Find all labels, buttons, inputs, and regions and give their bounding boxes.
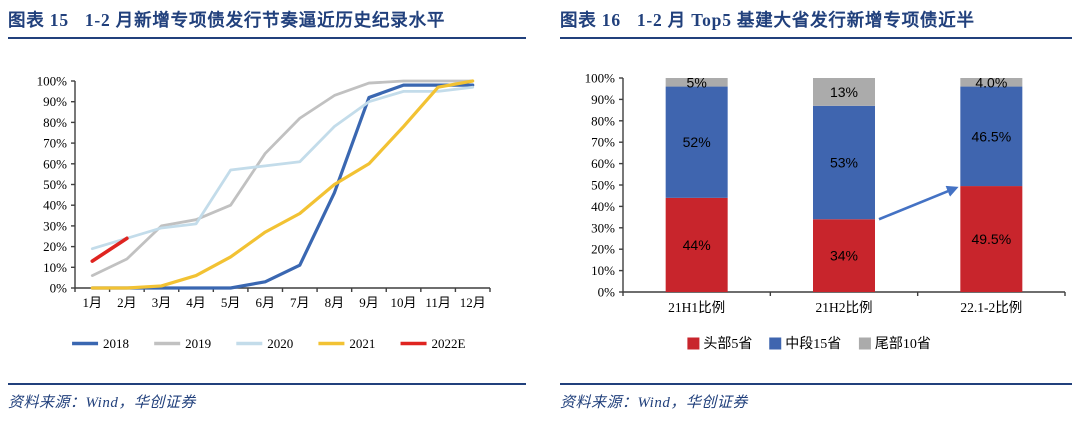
legend-item-2020: 2020 [236,336,293,351]
figure-15-title-text: 1-2 月新增专项债发行节奏逼近历史纪录水平 [84,10,446,30]
bar-value-label: 4.0% [975,74,1007,90]
x-tick-label: 3月 [152,295,172,310]
legend-item-2022E: 2022E [400,336,466,351]
bar-value-label: 44% [683,237,711,253]
line-series-2022E [90,236,129,263]
legend-label-尾部10省: 尾部10省 [875,336,931,352]
figure-16-source-note: 资料来源：Wind，华创证券 [560,395,748,411]
bar-value-label: 49.5% [971,231,1011,247]
figure-15-title-rule [8,37,526,39]
y-tick-label: 50% [43,177,67,192]
legend-item-头部5省: 头部5省 [687,336,752,352]
axes [74,81,490,289]
legend-item-中段15省: 中段15省 [769,336,841,352]
x-tick-label: 21H1比例 [668,300,725,315]
line-series-2020 [90,85,475,251]
figure-15-panel: 图表 15 1-2 月新增专项债发行节奏逼近历史纪录水平 0% 10% 20% 30% 4… [8,7,526,411]
y-tick-label: 70% [591,135,615,150]
x-tick-label: 2月 [117,295,137,310]
y-tick-label: 60% [591,156,615,171]
y-tick-label: 30% [43,218,67,233]
bar-segment-尾部10省 [813,78,875,106]
line-chart-bond-issuance-pace: 0% 10% 20% 30% 40% 50% 60% 70% 80% 90% 100% 1月 2月 3月 4… [37,74,491,351]
legend-label-头部5省: 头部5省 [703,336,752,352]
x-tick-label: 22.1-2比例 [960,300,1022,315]
x-tick-label: 4月 [186,295,206,310]
figure-16-label: 图表 16 [560,10,621,30]
line-series-2018 [90,83,475,290]
figure-16-title: 图表 16 1-2 月 Top5 基建大省发行新增专项债近半 [560,7,1072,32]
y-tick-label: 20% [591,242,615,257]
bar-segment-中段15省 [665,86,728,198]
legend-swatch-尾部10省 [858,337,871,350]
figure-15-source-note: 资料来源：Wind，华创证券 [8,395,196,411]
x-tick-label: 12月 [460,295,486,310]
line-series-2021 [90,79,475,290]
x-tick-label: 7月 [290,295,310,310]
trend-arrow [878,185,959,221]
y-tick-label: 100% [585,71,616,86]
bar-segment-头部5省 [665,197,728,292]
legend-label-中段15省: 中段15省 [785,336,841,352]
figure-16-title-rule [560,37,1072,39]
x-tick-label: 21H2比例 [816,300,873,315]
y-tick-label: 0% [50,281,68,296]
y-tick-label: 40% [591,199,615,214]
bar-segment-中段15省 [813,105,875,220]
legend-label-2022E: 2022E [432,336,466,351]
bar-segment-头部5省 [813,219,875,292]
legend-swatch-中段15省 [769,337,782,350]
bar-value-label: 53% [830,155,858,171]
x-tick-label: 1月 [83,295,103,310]
legend-item-2019: 2019 [154,336,211,351]
y-tick-label: 30% [591,220,615,235]
bar-value-label: 5% [687,74,707,90]
figure-16-panel: 图表 16 1-2 月 Top5 基建大省发行新增专项债近半 0% 10% 20% 30… [540,0,1080,431]
y-tick-label: 40% [43,198,67,213]
y-tick-label: 80% [43,115,67,130]
legend-swatch-头部5省 [687,337,700,350]
y-tick-label: 90% [591,92,615,107]
bar-value-label: 34% [830,248,858,264]
x-tick-label: 11月 [425,295,451,310]
bar-segment-尾部10省 [665,78,728,87]
legend-label-2021: 2021 [349,336,375,351]
x-tick-label: 8月 [325,295,345,310]
y-tick-label: 70% [43,136,67,151]
y-tick-label: 50% [591,178,615,193]
legend-label-2019: 2019 [185,336,211,351]
figure-16-source-rule [560,383,1072,385]
legend-item-尾部10省: 尾部10省 [858,336,931,352]
x-tick-label: 10月 [391,295,417,310]
stacked-bar-chart-top5-provinces: 0% 10% 20% 30% 40% 50% 60% 70% 80% 90% 100% 21H1比例 2… [585,71,1066,352]
figure-15-title: 图表 15 1-2 月新增专项债发行节奏逼近历史纪录水平 [8,7,526,32]
figure-16-title-text: 1-2 月 Top5 基建大省发行新增专项债近半 [636,10,975,30]
legend-label-2020: 2020 [267,336,293,351]
y-tick-label: 60% [43,156,67,171]
bar-value-label: 13% [830,84,858,100]
y-tick-label: 10% [591,263,615,278]
bar-segment-尾部10省 [960,78,1023,87]
y-tick-label: 100% [37,74,68,89]
y-tick-label: 10% [43,260,67,275]
legend-label-2018: 2018 [103,336,129,351]
bar-segment-中段15省 [960,86,1023,187]
y-tick-label: 0% [598,285,616,300]
figure-15-source-rule [8,383,526,385]
x-tick-label: 6月 [255,295,275,310]
figure-15-label: 图表 15 [8,10,69,30]
x-tick-label: 5月 [221,295,241,310]
y-tick-label: 80% [591,113,615,128]
line-series-2019 [90,79,475,277]
x-tick-label: 9月 [359,295,379,310]
bar-segment-头部5省 [960,186,1023,292]
y-tick-label: 90% [43,94,67,109]
legend-item-2021: 2021 [318,336,375,351]
y-tick-label: 20% [43,239,67,254]
bar-value-label: 46.5% [971,128,1011,144]
legend-item-2018: 2018 [72,336,129,351]
bar-value-label: 52% [683,134,711,150]
